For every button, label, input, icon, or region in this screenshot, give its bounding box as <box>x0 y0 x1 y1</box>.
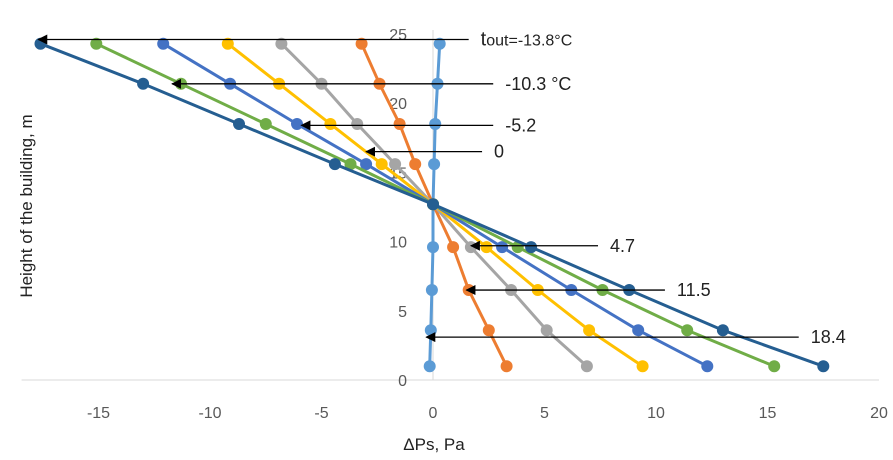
data-point <box>344 158 357 171</box>
annotation-label: tout=-13.8°C <box>481 29 573 51</box>
data-point <box>157 37 170 50</box>
data-point <box>360 158 373 171</box>
annotation-layer: tout=-13.8°C -10.3 °C -5.20 4.7 11.5 18.4 <box>37 29 846 347</box>
data-point <box>480 241 493 254</box>
y-tick-label: 10 <box>389 235 407 252</box>
data-point <box>464 241 477 254</box>
x-tick-label: 10 <box>647 405 665 422</box>
data-point <box>433 37 446 50</box>
y-tick-label: 0 <box>398 373 407 390</box>
annotation-label: 11.5 <box>677 280 711 300</box>
x-axis-label: ΔPs, Pa <box>403 435 465 454</box>
data-point <box>429 118 442 130</box>
data-point <box>259 118 272 130</box>
data-point <box>525 241 538 254</box>
data-point <box>355 37 368 50</box>
y-axis-label: Height of the building, m <box>17 114 36 297</box>
data-point <box>221 37 234 50</box>
x-tick-label: -15 <box>87 405 110 422</box>
data-point <box>427 241 439 254</box>
data-point <box>233 118 245 130</box>
data-point <box>817 360 830 373</box>
data-point <box>425 284 438 296</box>
data-point <box>389 158 402 171</box>
annotation-label: -5.2 <box>505 115 536 135</box>
y-tick-label: 5 <box>398 304 407 321</box>
annotation-label-rest: out=-13.8°C <box>486 33 572 50</box>
x-tick-label: 15 <box>759 405 777 422</box>
data-point <box>701 360 714 373</box>
x-tick-label: -10 <box>198 405 221 422</box>
data-point <box>328 158 341 171</box>
annotation-label: 18.4 <box>811 327 846 347</box>
data-point <box>540 324 553 337</box>
data-point <box>583 324 596 337</box>
data-point <box>275 37 288 50</box>
data-point <box>447 241 460 254</box>
data-point <box>424 324 437 337</box>
data-point <box>681 324 694 337</box>
series-7 <box>34 37 830 373</box>
data-point <box>137 77 150 90</box>
series-layer <box>34 37 830 373</box>
data-point <box>423 360 436 373</box>
data-point <box>500 360 513 373</box>
x-tick-label: -5 <box>314 405 328 422</box>
data-point <box>393 118 406 130</box>
data-point <box>291 118 303 130</box>
data-point <box>632 324 645 337</box>
annotation-label: -10.3 °C <box>505 74 571 94</box>
data-point <box>636 360 649 373</box>
data-point <box>375 158 388 171</box>
data-point <box>580 360 593 373</box>
data-point <box>324 118 337 130</box>
x-tick-label: 5 <box>540 405 549 422</box>
y-tick-label: 25 <box>389 27 407 44</box>
data-point <box>768 360 781 373</box>
annotation-label: 0 <box>494 142 504 162</box>
data-point <box>427 198 439 211</box>
x-tick-label: 0 <box>429 405 438 422</box>
data-point <box>482 324 495 337</box>
x-tick-label: 20 <box>870 405 888 422</box>
data-point <box>409 158 422 171</box>
data-point <box>428 158 441 171</box>
data-point <box>716 324 729 337</box>
data-point <box>90 37 103 50</box>
data-point <box>351 118 364 130</box>
data-point <box>496 241 509 254</box>
annotation-label: 4.7 <box>610 236 635 256</box>
annotation-label-prefix: t <box>481 29 487 51</box>
